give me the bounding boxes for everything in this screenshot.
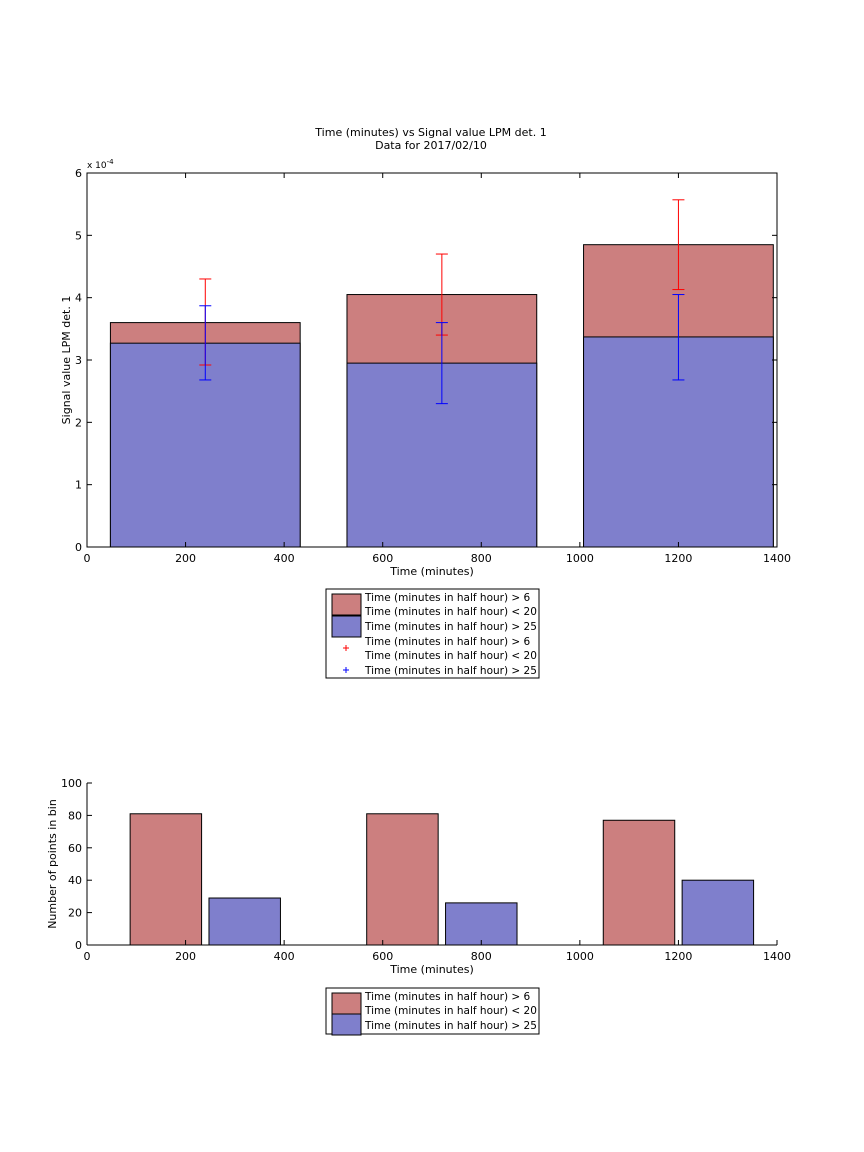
count-legend-label-short-2: Time (minutes in half hour) < 20 (364, 1005, 537, 1017)
signal-y-tick-label: 3 (75, 354, 82, 367)
count-chart: 0 200 400 600 800 1000 1200 1400 0 20 40 60 80 100 Ti… (46, 777, 791, 1036)
signal-y-tick-label: 1 (75, 479, 82, 492)
count-x-tick-label: 0 (84, 950, 91, 963)
signal-ticks: 0 200 400 600 800 1000 1200 1400 0 1 2 3 4 5 6 (75, 167, 791, 565)
count-x-tick-label: 400 (274, 950, 295, 963)
x-axis-label: Time (minutes) (389, 565, 474, 578)
signal-x-tick-label: 1000 (566, 552, 594, 565)
chart-subtitle: Data for 2017/02/10 (375, 139, 487, 152)
count-bar-short-window-2 (602, 819, 676, 946)
signal-legend: Time (minutes in half hour) > 6 Time (mi… (325, 588, 540, 679)
legend-swatch-short (331, 593, 362, 616)
legend-label-short-1: Time (minutes in half hour) > 6 (364, 592, 531, 604)
legend-swatch-long (331, 615, 362, 638)
signal-x-tick-label: 800 (471, 552, 492, 565)
signal-y-tick-label: 2 (75, 416, 82, 429)
legend-label-short-2: Time (minutes in half hour) < 20 (364, 606, 537, 618)
signal-y-tick-label: 0 (75, 541, 82, 554)
count-legend-swatch-long (331, 1013, 362, 1036)
signal-x-tick-label: 0 (84, 552, 91, 565)
count-y-tick-label: 100 (61, 777, 82, 790)
signal-plot-area (109, 199, 774, 548)
count-legend: Time (minutes in half hour) > 6 Time (mi… (325, 987, 540, 1036)
count-x-tick-label: 1200 (664, 950, 692, 963)
count-x-tick-label: 1000 (566, 950, 594, 963)
count-legend-label-long: Time (minutes in half hour) > 25 (364, 1020, 537, 1032)
count-x-tick-label: 1400 (763, 950, 791, 963)
legend-label-err-long: Time (minutes in half hour) > 25 (364, 665, 537, 677)
legend-label-err-short-2: Time (minutes in half hour) < 20 (364, 650, 537, 662)
count-x-axis-label: Time (minutes) (389, 963, 474, 976)
count-x-tick-label: 600 (372, 950, 393, 963)
signal-x-tick-label: 1200 (664, 552, 692, 565)
signal-y-tick-label: 5 (75, 229, 82, 242)
count-y-axis-label: Number of points in bin (46, 799, 59, 929)
count-bar-short-window-1 (366, 813, 439, 946)
count-x-tick-label: 800 (471, 950, 492, 963)
count-bar-long-window-2 (681, 879, 755, 946)
signal-x-tick-label: 1400 (763, 552, 791, 565)
count-bar-short-window-0 (129, 813, 203, 946)
y-exponent-label: x 10-4 (87, 158, 114, 171)
count-y-tick-label: 60 (68, 842, 82, 855)
signal-x-tick-label: 600 (372, 552, 393, 565)
y-axis-label: Signal value LPM det. 1 (60, 296, 73, 425)
chart-title: Time (minutes) vs Signal value LPM det. … (314, 126, 546, 139)
signal-x-tick-label: 400 (274, 552, 295, 565)
count-bar-long-window-1 (445, 902, 518, 946)
signal-x-tick-label: 200 (175, 552, 196, 565)
signal-y-tick-label: 6 (75, 167, 82, 180)
count-bar-long-window-0 (208, 897, 281, 946)
count-y-tick-label: 40 (68, 874, 82, 887)
count-y-tick-label: 20 (68, 907, 82, 920)
count-plot-area (129, 813, 755, 946)
signal-chart: Time (minutes) vs Signal value LPM det. … (60, 126, 791, 679)
signal-y-tick-label: 4 (75, 292, 82, 305)
count-y-tick-label: 0 (75, 939, 82, 952)
legend-label-long: Time (minutes in half hour) > 25 (364, 621, 537, 633)
count-legend-label-short-1: Time (minutes in half hour) > 6 (364, 991, 531, 1003)
count-ticks: 0 200 400 600 800 1000 1200 1400 0 20 40 60 80 100 (61, 777, 791, 963)
count-y-tick-label: 80 (68, 809, 82, 822)
count-x-tick-label: 200 (175, 950, 196, 963)
legend-label-err-short-1: Time (minutes in half hour) > 6 (364, 636, 531, 648)
count-legend-swatch-short (331, 992, 362, 1015)
